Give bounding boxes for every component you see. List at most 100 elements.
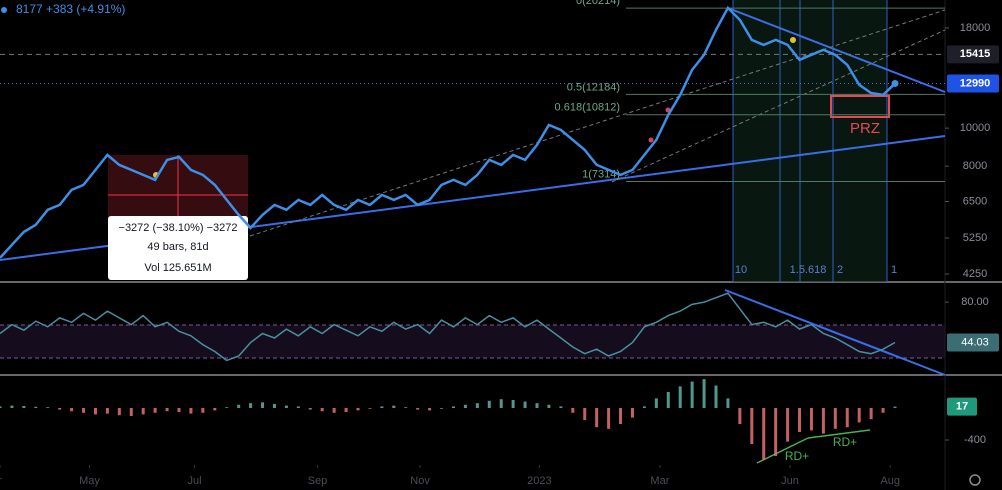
x-tick-label: Nov [410, 475, 430, 487]
histogram-bar [487, 400, 491, 408]
divergence-line [756, 437, 809, 464]
histogram-bar [475, 403, 479, 408]
histogram-bar [463, 404, 467, 408]
histogram-bar [690, 381, 694, 408]
settings-icon[interactable] [969, 474, 981, 486]
histogram-bar [368, 407, 372, 409]
histogram-bar [332, 407, 336, 413]
prz-box [830, 95, 890, 118]
histogram-bar [821, 407, 825, 434]
histogram-bar [117, 407, 121, 416]
price-badge [947, 45, 999, 64]
price-badge-label: 12990 [960, 77, 991, 89]
histogram-bar [261, 402, 265, 408]
histogram-bar [619, 407, 623, 425]
histogram-bar [630, 407, 634, 418]
histogram-bar [308, 407, 312, 410]
last-point [891, 80, 899, 88]
tooltip-change: −3272 (−38.10%) −3272 [119, 222, 238, 234]
x-tick-label: Aug [880, 475, 900, 487]
fib-label: 0.618(10812) [555, 102, 620, 114]
header-icon [1, 7, 7, 13]
x-tick-label: 2023 [527, 475, 551, 487]
fib-label: 0.5(12184) [567, 81, 620, 93]
histogram-bar [607, 407, 611, 429]
histogram-bar [82, 407, 86, 413]
cycle-label: 1.5.618 [790, 264, 827, 276]
x-tick-label: Mar [650, 475, 669, 487]
histogram-bar [22, 405, 26, 408]
histogram-bar [762, 407, 766, 461]
histogram-bar [201, 407, 205, 413]
histogram-bar [380, 406, 384, 408]
signal-dot [648, 137, 654, 143]
y-tick-label: 10000 [960, 122, 991, 134]
trendline [727, 7, 946, 93]
y-tick-label: -400 [964, 434, 986, 446]
histogram-bar [416, 407, 420, 410]
rsi-trendline [724, 289, 946, 376]
histogram-bar [642, 406, 646, 408]
signal-dot [790, 37, 796, 43]
histogram-bar [296, 406, 300, 408]
histogram-bar [0, 406, 2, 408]
histogram-bar [34, 406, 38, 408]
histogram-bar [893, 406, 897, 408]
y-tick-label: 8000 [963, 160, 987, 172]
divergence-label: RD+ [833, 435, 857, 449]
cycle-label: 10 [735, 264, 747, 276]
x-tick-label: Jun [781, 475, 799, 487]
x-tick-label: Sep [308, 475, 328, 487]
histogram-bar [225, 407, 229, 408]
histogram-bar [666, 391, 670, 408]
value-badge [947, 333, 999, 352]
x-tick-label: May [79, 475, 100, 487]
histogram-bar [881, 407, 885, 413]
histogram-bar [499, 399, 503, 408]
histogram-bar [165, 407, 169, 412]
histogram-bar [213, 407, 217, 411]
tooltip [108, 216, 248, 280]
dashed-trendline [249, 9, 946, 237]
histogram-bar [320, 407, 324, 412]
histogram-bar [595, 407, 599, 428]
histogram-bar [404, 407, 408, 408]
histogram-bar [141, 407, 145, 415]
divergence-label: RD+ [785, 449, 809, 463]
y-tick-label: 18000 [960, 22, 991, 34]
histogram-bar [249, 403, 253, 408]
histogram-bar [726, 398, 730, 408]
histogram-bar [284, 405, 288, 408]
histogram-bar [833, 407, 837, 429]
histogram-bar [105, 407, 109, 414]
histogram-bar [798, 407, 802, 433]
y-tick-label: 5250 [963, 232, 987, 244]
histogram-bar [559, 406, 563, 408]
value-badge-label: 17 [956, 401, 968, 413]
y-tick-label: 4250 [963, 268, 987, 280]
histogram-bar [440, 407, 444, 409]
histogram-bar [654, 398, 658, 408]
quote: 8177 +383 (+4.91%) [16, 2, 125, 16]
histogram-bar [153, 407, 157, 413]
price-badge-label: 15415 [960, 48, 991, 60]
rsi-band [0, 325, 945, 358]
histogram-bar [428, 407, 432, 411]
histogram-bar [786, 407, 790, 442]
tooltip-volume: Vol 125.651M [144, 262, 211, 274]
histogram-bar [774, 407, 778, 457]
histogram-bar [177, 407, 181, 412]
x-tick-label: Jul [187, 475, 201, 487]
histogram-bar [237, 404, 241, 408]
y-tick-label: 6500 [963, 195, 987, 207]
cycle-zone [733, 0, 887, 282]
cycle-label: 1 [891, 264, 897, 276]
histogram-bar [392, 405, 396, 408]
histogram-bar [714, 385, 718, 408]
histogram-bar [571, 407, 575, 413]
histogram-bar [583, 407, 587, 420]
fib-label: 1(7314) [582, 168, 620, 180]
histogram-bar [70, 407, 74, 412]
histogram-bar [845, 407, 849, 428]
